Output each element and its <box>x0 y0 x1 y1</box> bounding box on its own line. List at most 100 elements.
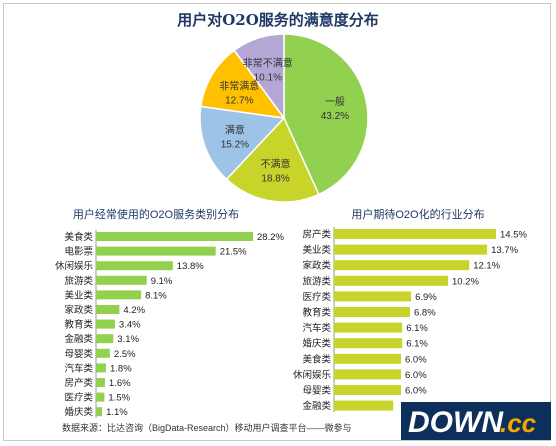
bar-value-label-12: 1.1% <box>106 407 128 418</box>
bar-value-label-8: 2.5% <box>114 349 136 360</box>
bar-category-label-1: 电影票 <box>64 246 93 258</box>
pie-label-value-2: 15.2% <box>221 139 249 150</box>
bar-category-label-9: 汽车类 <box>64 362 93 374</box>
left-bar-chart: 美食类 28.2% 电影票 21.5% 休闲娱乐 13.8% 旅游类 9.1% 美业类 8.1% 家… <box>55 230 284 418</box>
left-bar-title: 用户经常使用的O2O服务类别分布 <box>73 207 239 221</box>
bar-value-label-3: 10.2% <box>452 276 479 287</box>
bar-value-label-5: 4.2% <box>123 305 145 316</box>
bar-category-label-0: 美食类 <box>64 231 93 243</box>
bar-category-label-11: 金融类 <box>302 400 331 412</box>
bar-value-label-6: 6.1% <box>406 323 428 334</box>
bar-category-label-5: 教育类 <box>302 307 331 319</box>
pie-label-value-1: 18.8% <box>261 173 289 184</box>
watermark-cc: .cc <box>500 408 537 438</box>
bar-value-label-2: 12.1% <box>473 261 500 272</box>
bar-category-label-8: 美食类 <box>302 353 331 365</box>
bar-category-label-3: 旅游类 <box>302 275 331 287</box>
pie-slice-1 <box>225 116 320 203</box>
bar-6 <box>96 319 115 329</box>
bar-11 <box>96 392 105 402</box>
bar-10 <box>334 385 401 395</box>
bar-value-label-1: 21.5% <box>220 247 247 258</box>
bar-value-label-9: 6.0% <box>405 370 427 381</box>
bar-category-label-10: 母婴类 <box>302 385 331 397</box>
bar-value-label-1: 13.7% <box>491 245 518 256</box>
pie-label-value-0: 43.2% <box>321 111 349 122</box>
bar-0 <box>96 232 253 241</box>
pie-label-category-0: 一般 <box>325 95 345 108</box>
pie-slice-2 <box>199 105 286 181</box>
bar-5 <box>334 307 410 317</box>
bar-category-label-0: 房产类 <box>302 229 331 241</box>
bar-category-label-10: 房产类 <box>64 377 93 389</box>
bar-1 <box>334 244 488 255</box>
bar-3 <box>96 275 147 285</box>
watermark-logo: DOWN .cc <box>401 402 551 440</box>
pie-chart: 一般 43.2% 不满意 18.8% 满意 15.2% 非常满意 12.7% 非常不满意 10.1… <box>199 33 369 203</box>
bar-value-label-2: 13.8% <box>177 261 204 272</box>
pie-slice-4 <box>233 33 285 121</box>
bar-value-label-10: 1.6% <box>109 378 131 389</box>
bar-category-label-6: 教育类 <box>64 319 93 331</box>
bar-category-label-7: 婚庆类 <box>302 338 331 350</box>
bar-8 <box>96 348 110 358</box>
bar-2 <box>334 260 470 271</box>
bar-12 <box>96 407 103 417</box>
bar-category-label-2: 休闲娱乐 <box>55 260 94 272</box>
right-bar-chart: 房产类 14.5% 美业类 13.7% 家政类 12.1% 旅游类 10.2% 医疗类 6.9% 教… <box>293 227 527 413</box>
bar-7 <box>96 334 114 344</box>
watermark-text: DOWN <box>408 406 504 439</box>
pie-label-value-4: 10.1% <box>254 73 282 84</box>
bar-1 <box>96 246 216 256</box>
bar-11 <box>334 400 394 411</box>
bar-value-label-0: 14.5% <box>500 230 527 241</box>
pie-label-category-1: 不满意 <box>261 157 291 170</box>
bar-3 <box>334 275 448 286</box>
bar-category-label-6: 汽车类 <box>302 322 331 334</box>
bar-value-label-4: 6.9% <box>415 292 437 303</box>
pie-label-category-2: 满意 <box>225 123 245 136</box>
bar-category-label-4: 美业类 <box>64 289 93 301</box>
frame-border <box>3 3 551 441</box>
bar-category-label-3: 旅游类 <box>64 275 93 287</box>
pie-title: 用户对O2O服务的满意度分布 <box>177 11 379 29</box>
bar-4 <box>96 290 142 300</box>
bar-10 <box>96 378 105 387</box>
bar-value-label-9: 1.8% <box>110 363 132 374</box>
right-bar-title: 用户期待O2O化的行业分布 <box>351 207 484 221</box>
bar-category-label-12: 婚庆类 <box>64 406 93 418</box>
bar-value-label-7: 3.1% <box>117 334 139 345</box>
bar-9 <box>96 363 106 373</box>
bar-category-label-1: 美业类 <box>302 244 331 256</box>
bar-value-label-11: 1.5% <box>108 393 130 404</box>
bar-value-label-6: 3.4% <box>119 320 141 331</box>
bar-category-label-2: 家政类 <box>302 260 331 272</box>
bar-6 <box>334 322 403 333</box>
pie-slice-0 <box>283 33 369 196</box>
bar-value-label-10: 6.0% <box>405 386 427 397</box>
bar-9 <box>334 369 401 380</box>
pie-label-value-3: 12.7% <box>225 95 253 106</box>
bar-value-label-4: 8.1% <box>145 290 167 301</box>
pie-label-category-3: 非常满意 <box>219 79 259 92</box>
bar-category-label-8: 母婴类 <box>64 348 93 360</box>
bar-value-label-3: 9.1% <box>151 276 173 287</box>
bar-category-label-5: 家政类 <box>64 304 93 316</box>
bar-2 <box>96 261 173 271</box>
bar-4 <box>334 291 412 302</box>
bar-5 <box>96 305 120 314</box>
bar-value-label-8: 6.0% <box>405 354 427 365</box>
bar-category-label-7: 金融类 <box>64 333 93 345</box>
bar-value-label-7: 6.1% <box>406 339 428 350</box>
pie-slice-3 <box>199 49 286 119</box>
bar-category-label-11: 医疗类 <box>64 392 93 404</box>
bar-category-label-4: 医疗类 <box>302 291 331 303</box>
pie-label-category-4: 非常不满意 <box>243 57 293 70</box>
bar-value-label-0: 28.2% <box>257 232 284 243</box>
source-note: 数据来源：比达咨询（BigData-Research）移动用户调查平台——微参与 <box>62 422 352 433</box>
bar-7 <box>334 338 403 349</box>
bar-0 <box>334 229 496 239</box>
bar-value-label-5: 6.8% <box>414 308 436 319</box>
